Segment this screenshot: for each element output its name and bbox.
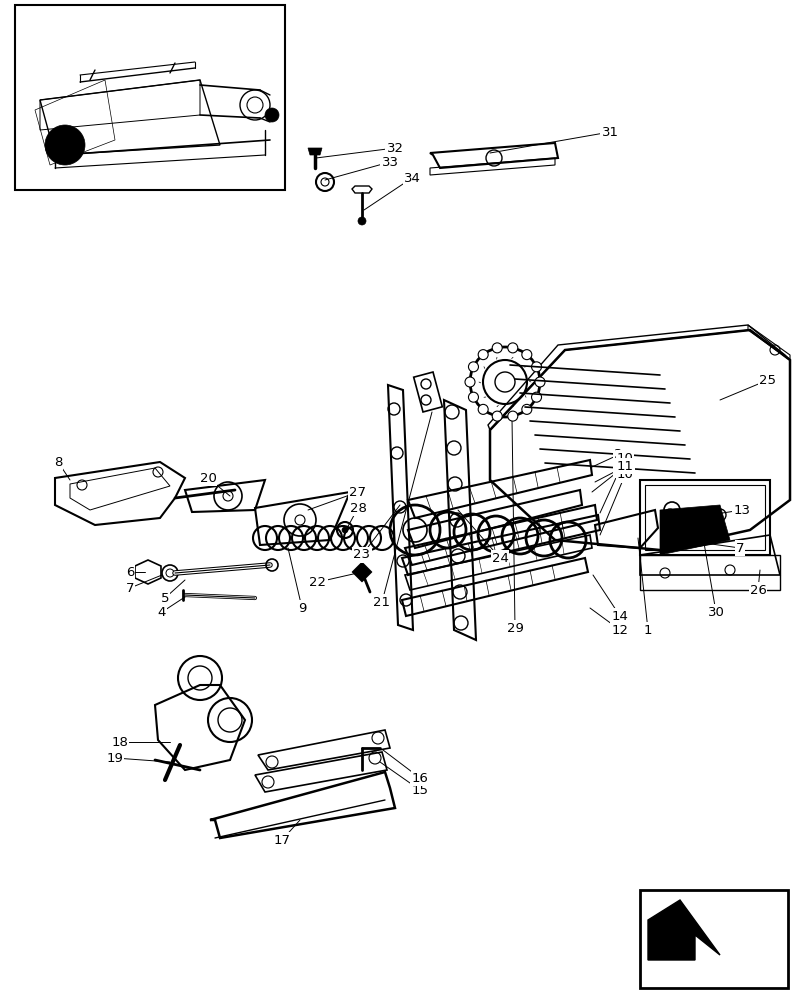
Polygon shape [308, 148, 322, 155]
Bar [640, 890, 788, 988]
Text: 23: 23 [354, 548, 371, 562]
Circle shape [532, 392, 541, 402]
Circle shape [522, 404, 532, 414]
Text: 10: 10 [617, 468, 633, 482]
Circle shape [342, 527, 348, 533]
Circle shape [522, 350, 532, 360]
Text: 30: 30 [708, 605, 725, 618]
Text: 32: 32 [386, 141, 403, 154]
Text: 21: 21 [373, 595, 390, 608]
Circle shape [535, 377, 545, 387]
Text: 5: 5 [161, 591, 169, 604]
Text: 34: 34 [403, 172, 420, 184]
Text: 12: 12 [612, 624, 629, 637]
Text: 29: 29 [507, 621, 524, 635]
Circle shape [469, 362, 478, 372]
Circle shape [478, 404, 488, 414]
Bar [414, 372, 442, 412]
Circle shape [358, 217, 366, 225]
Text: 14: 14 [612, 609, 629, 622]
Text: 7: 7 [736, 542, 744, 554]
Polygon shape [352, 562, 372, 582]
Text: 31: 31 [601, 125, 618, 138]
Bar [15, 5, 285, 190]
Circle shape [265, 108, 279, 122]
Text: 15: 15 [411, 784, 428, 796]
Text: 9: 9 [298, 601, 306, 614]
Text: 20: 20 [200, 472, 217, 485]
Bar [645, 485, 765, 550]
Bar [640, 555, 780, 590]
Text: 3: 3 [614, 448, 622, 462]
Text: 28: 28 [350, 502, 367, 514]
Text: 7: 7 [126, 582, 134, 594]
Circle shape [507, 411, 518, 421]
Text: 27: 27 [350, 486, 367, 498]
Text: 13: 13 [734, 504, 751, 516]
Text: 16: 16 [411, 772, 428, 784]
Circle shape [492, 343, 503, 353]
Bar [640, 480, 770, 555]
Circle shape [469, 392, 478, 402]
Text: 33: 33 [381, 155, 398, 168]
Text: 17: 17 [273, 834, 291, 846]
Circle shape [507, 343, 518, 353]
Text: 1: 1 [644, 624, 652, 637]
Circle shape [492, 411, 503, 421]
Circle shape [45, 125, 85, 165]
Text: 2: 2 [614, 464, 622, 477]
Circle shape [478, 350, 488, 360]
Text: 4: 4 [158, 605, 166, 618]
Text: 19: 19 [107, 752, 124, 764]
Polygon shape [648, 900, 720, 960]
Text: 10: 10 [617, 452, 633, 464]
Text: 6: 6 [126, 566, 134, 578]
Text: 8: 8 [54, 456, 62, 468]
Text: 11: 11 [617, 460, 633, 473]
Circle shape [532, 362, 541, 372]
Text: 26: 26 [750, 584, 767, 596]
Circle shape [664, 502, 680, 518]
Text: 25: 25 [760, 373, 776, 386]
Polygon shape [660, 505, 730, 555]
Text: 18: 18 [112, 736, 128, 748]
Text: 22: 22 [309, 576, 326, 588]
Text: 24: 24 [491, 552, 508, 564]
Circle shape [465, 377, 475, 387]
